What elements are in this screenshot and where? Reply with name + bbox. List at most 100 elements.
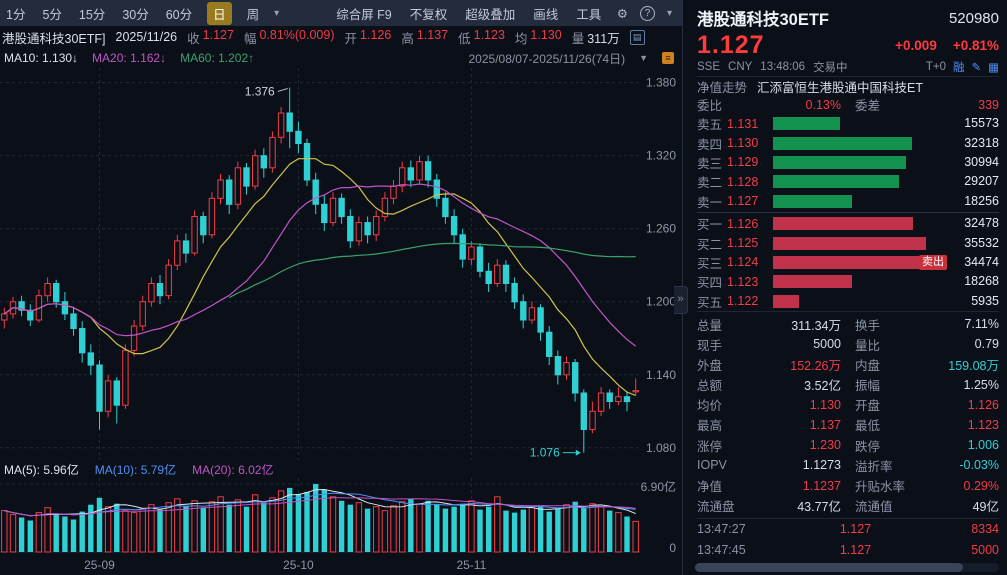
stats-grid: 总量 311.34万 换手 7.11% 现手 5000 量比 0.79 外盘 152.26万 内盘 1… — [697, 310, 999, 516]
depth-bar — [773, 194, 852, 208]
stat-cell: 溢折率 -0.03% — [855, 458, 999, 474]
stat-cell: 内盘 159.08万 — [855, 358, 999, 373]
candlestick-chart[interactable]: 1.380 1.320 1.260 1.200 1.140 1.080 1.376 1.076 — [0, 68, 682, 460]
svg-text:0: 0 — [669, 541, 676, 554]
quote-field: 高 1.137 — [401, 27, 449, 46]
book-row-bid[interactable]: 买三 1.124 卖出 34474 — [697, 254, 999, 271]
toolbar-more-caret[interactable]: ▾ — [666, 7, 672, 19]
depth-bar — [773, 294, 799, 308]
period-group: 1分 5分 15分 30分 60分日周 — [4, 1, 261, 25]
chart-pane: 1分 5分 15分 30分 60分日周 ▾ 综合屏 F9 不复权 超级叠加 画线 工具 ⚙ ? … — [0, 0, 682, 575]
period-button-60分[interactable]: 60分 — [165, 7, 193, 22]
time-axis-label: 25-10 — [283, 558, 314, 572]
stat-cell: 升贴水率 0.29% — [855, 478, 999, 495]
quote-field: 均 1.130 — [514, 27, 562, 46]
book-row-bid[interactable]: 买二 1.125 35532 — [697, 235, 999, 252]
book-row-ask[interactable]: 卖四 1.130 32318 — [697, 135, 999, 152]
stat-cell: 最低 1.123 — [855, 417, 999, 434]
svg-text:1.320: 1.320 — [646, 149, 676, 163]
board-icon[interactable]: ▦ — [988, 62, 999, 74]
price-change: +0.009 — [895, 37, 937, 53]
quote-field: 收 1.127 — [187, 27, 234, 46]
book-row-ask[interactable]: 卖五 1.131 15573 — [697, 116, 999, 133]
book-row-bid[interactable]: 买五 1.122 5935 — [697, 293, 999, 310]
quote-info-bar: 港股通科技30ETF] 2025/11/26 收 1.127 幅 0.81%(0.00… — [0, 26, 682, 48]
book-row-ask[interactable]: 卖一 1.127 18256 — [697, 193, 999, 210]
toolbar: 1分 5分 15分 30分 60分日周 ▾ 综合屏 F9 不复权 超级叠加 画线 工具 ⚙ ? … — [0, 0, 682, 26]
stat-cell: 总额 3.52亿 — [697, 379, 841, 394]
depth-bar — [773, 155, 906, 169]
toolbar-item[interactable]: 画线 — [533, 7, 559, 22]
last-price: 1.127 — [697, 31, 765, 59]
svg-text:1.380: 1.380 — [646, 76, 676, 90]
stat-cell: 量比 0.79 — [855, 337, 999, 353]
stat-cell: 外盘 152.26万 — [697, 358, 841, 373]
book-row-bid[interactable]: 买四 1.123 18268 — [697, 274, 999, 291]
nav-trend-label: 净值走势 — [697, 81, 748, 95]
stat-cell: IOPV 1.1273 — [697, 458, 841, 473]
period-button-1分[interactable]: 1分 — [6, 7, 26, 22]
stat-cell: 开盘 1.126 — [855, 397, 999, 414]
toolbar-item[interactable]: 工具 — [576, 7, 602, 22]
range-settings-icon[interactable]: ≡ — [662, 52, 674, 64]
margin-flag: 融 — [952, 62, 965, 74]
stat-cell: 净值 1.1237 — [697, 478, 841, 495]
price-change-pct: +0.81% — [952, 37, 999, 53]
svg-text:1.140: 1.140 — [646, 368, 676, 382]
depth-bar — [773, 236, 926, 250]
visible-range-label: 2025/08/07-2025/11/26(74日) — [468, 51, 626, 66]
period-button-日[interactable]: 日 — [207, 1, 232, 25]
period-dropdown-caret[interactable]: ▾ — [274, 7, 280, 19]
horizontal-scrollbar[interactable] — [695, 563, 999, 572]
weibi-cell: 委差 339 — [855, 97, 999, 114]
book-row-bid[interactable]: 买一 1.126 32478 — [697, 216, 999, 233]
volume-detail-icon[interactable]: ▤ — [629, 29, 645, 45]
period-button-5分[interactable]: 5分 — [42, 7, 62, 22]
tick-row: 13:47:27 1.127 8334 — [697, 522, 999, 537]
tick-list[interactable]: 13:47:27 1.127 8334 13:47:45 1.127 5000 — [697, 517, 999, 560]
toolbar-menu: 综合屏 F9 不复权 超级叠加 画线 工具 — [336, 4, 601, 23]
time-axis-label: 25-11 — [456, 558, 487, 572]
toolbar-item[interactable]: 不复权 — [409, 7, 448, 22]
svg-text:1.076: 1.076 — [530, 446, 560, 460]
pen-icon[interactable]: ✎ — [971, 62, 982, 74]
market-status: 交易中 — [813, 62, 848, 74]
quote-field: 低 1.123 — [458, 27, 505, 46]
stat-cell: 跌停 1.006 — [855, 438, 999, 454]
nav-trend-row[interactable]: 净值走势 汇添富恒生港股通中国科技ET — [697, 77, 999, 96]
time-axis: 25-09 25-10 25-11 — [0, 554, 682, 575]
depth-bar — [773, 175, 899, 189]
period-button-周[interactable]: 周 — [246, 7, 260, 22]
svg-text:1.200: 1.200 — [646, 295, 676, 309]
stat-cell: 流通盘 43.77亿 — [697, 500, 841, 515]
currency-label: CNY — [728, 61, 753, 73]
svg-text:1.376: 1.376 — [245, 84, 275, 98]
toolbar-item[interactable]: 综合屏 F9 — [336, 7, 392, 22]
book-row-ask[interactable]: 卖三 1.129 30994 — [697, 154, 999, 171]
book-separator — [697, 211, 999, 213]
toolbar-item[interactable]: 超级叠加 — [465, 7, 516, 22]
settings-gear-icon[interactable]: ⚙ — [616, 6, 628, 21]
panel-collapse-handle[interactable]: » — [674, 286, 688, 314]
tick-row: 13:47:45 1.127 5000 — [697, 542, 999, 557]
stat-cell: 现手 5000 — [697, 337, 841, 353]
ma-value: MA20: 1.162↓ — [92, 51, 167, 65]
period-button-30分[interactable]: 30分 — [122, 7, 149, 22]
order-book: 卖五 1.131 15573 卖四 1.130 32318 卖三 1.129 30994 卖二 1.… — [697, 114, 999, 311]
ma-indicator-bar: MA10: 1.130↓ MA20: 1.162↓ MA60: 1.202↑ 202… — [0, 48, 682, 68]
quote-field: 量 311万 — [571, 31, 620, 46]
trade-side-badge: 卖出 — [919, 254, 947, 270]
exchange-label: SSE — [697, 61, 721, 73]
volume-chart[interactable]: 6.90亿 0 — [0, 478, 682, 554]
svg-text:6.90亿: 6.90亿 — [641, 479, 676, 494]
book-row-ask[interactable]: 卖二 1.128 29207 — [697, 174, 999, 191]
range-caret-icon[interactable]: ▼ — [639, 53, 648, 63]
period-button-15分[interactable]: 15分 — [78, 7, 106, 22]
volume-ma-value: MA(10): 5.79亿 — [94, 462, 177, 477]
help-icon[interactable]: ? — [639, 5, 655, 21]
stat-cell: 换手 7.11% — [855, 317, 999, 333]
stat-cell: 振幅 1.25% — [855, 377, 999, 394]
volume-ma-value: MA(5): 5.96亿 — [4, 462, 79, 477]
scrollbar-thumb[interactable] — [695, 563, 963, 572]
ma-value: MA60: 1.202↑ — [180, 51, 255, 65]
